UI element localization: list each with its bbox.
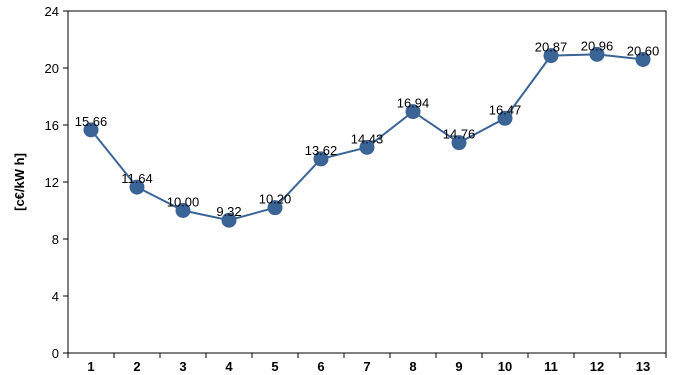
x-tick-label: 9 [455,359,462,374]
data-label: 13.62 [305,143,338,158]
data-label: 20.60 [627,43,660,58]
data-point [175,203,191,218]
data-label: 20.96 [581,38,614,53]
plot-area [67,10,667,354]
x-axis: 1 2 3 4 5 6 7 8 9 10 11 12 13 [67,353,667,374]
data-label: 16.47 [489,102,522,117]
data-label: 10.00 [167,195,200,210]
y-tick-label: 0 [52,346,59,361]
data-point [221,212,237,228]
data-label: 10.20 [259,192,292,207]
data-point [635,51,651,67]
x-tick-label: 6 [317,359,324,374]
data-label: 14.43 [351,131,384,146]
data-label: 11.64 [121,171,153,186]
y-tick-label: 12 [45,175,59,190]
plot-frame [67,10,667,354]
x-tick-label: 4 [225,359,233,374]
data-label: 9.32 [216,204,241,219]
x-tick-label: 3 [179,359,186,374]
y-axis-title: [c€/kW h] [12,153,27,211]
data-point [451,135,467,151]
x-tick-label: 13 [636,359,650,374]
data-label: 20.87 [535,40,568,55]
y-tick-label: 16 [45,118,59,133]
y-tick-label: 8 [52,232,59,247]
data-point [83,122,99,138]
y-tick-label: 24 [45,4,59,19]
y-tick-label: 20 [45,61,59,76]
x-tick-label: 10 [498,359,512,374]
data-point [405,104,421,120]
series-layer: 15.66 11.64 10.00 9.32 10.20 13.62 14.43 16.94 1… [75,38,660,228]
data-label: 15.66 [75,114,108,129]
y-tick-label: 4 [52,289,59,304]
data-point [313,151,329,167]
x-tick-label: 8 [409,359,416,374]
x-tick-label: 1 [87,359,94,374]
data-point [359,139,375,155]
x-tick-label: 12 [590,359,604,374]
x-tick-label: 5 [271,359,278,374]
y-axis: 0 4 8 12 16 20 24 [45,4,68,361]
data-point [497,110,513,126]
data-point [267,200,283,216]
x-tick-label: 11 [544,359,558,374]
x-tick-label: 7 [363,359,370,374]
data-label: 16.94 [397,96,430,111]
data-point [543,48,559,64]
data-point [589,46,605,62]
x-tick-label: 2 [133,359,140,374]
data-point [129,179,145,195]
data-label: 14.76 [443,127,476,142]
